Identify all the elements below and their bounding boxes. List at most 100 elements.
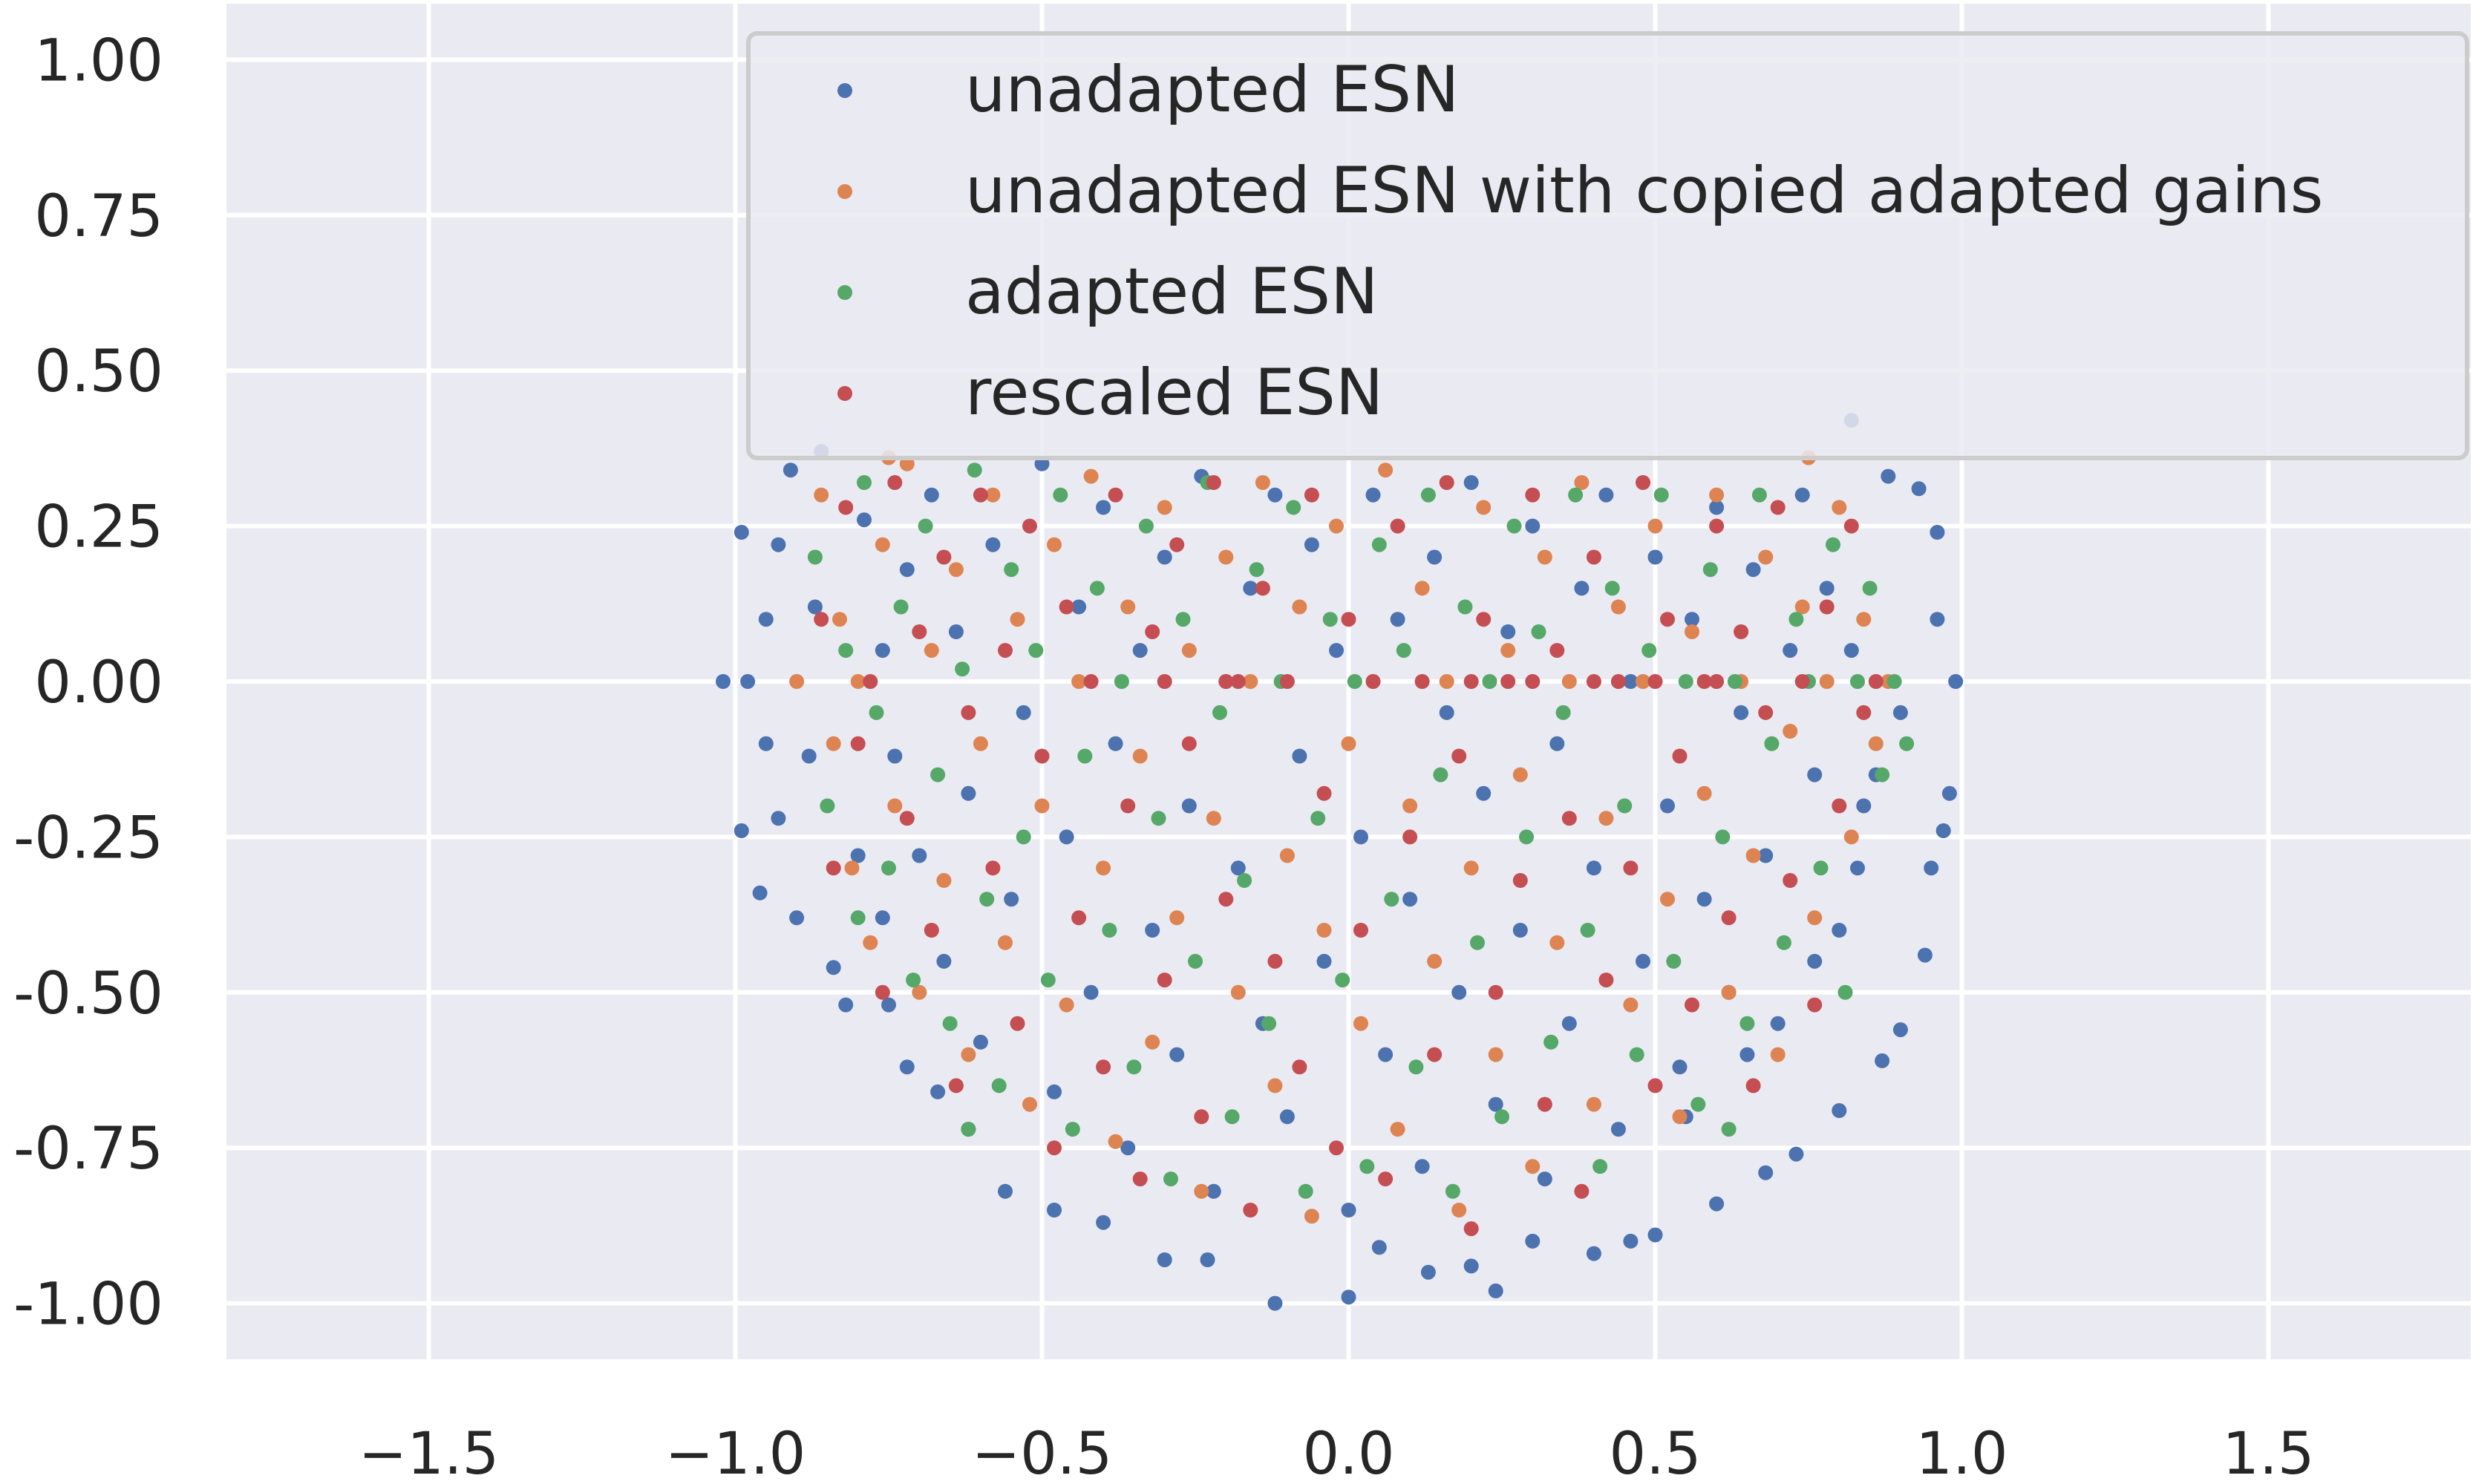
data-point	[1132, 1171, 1148, 1187]
data-point	[998, 643, 1013, 658]
data-point	[1832, 500, 1847, 515]
data-point	[1764, 736, 1780, 751]
data-point	[1463, 1258, 1479, 1274]
data-point	[1856, 612, 1872, 627]
data-point	[1341, 612, 1356, 627]
legend-label-adapted-esn: adapted ESN	[965, 255, 1378, 329]
data-point	[1709, 500, 1725, 515]
data-point	[740, 674, 756, 689]
data-point	[1396, 643, 1411, 658]
data-point	[1758, 705, 1774, 720]
data-point	[1132, 643, 1148, 658]
data-point	[1672, 748, 1688, 764]
data-point	[1647, 518, 1663, 534]
data-point	[1696, 892, 1712, 907]
data-point	[1617, 798, 1633, 814]
data-point	[1371, 1240, 1387, 1255]
data-point	[955, 661, 970, 677]
data-point	[826, 960, 841, 975]
data-point	[1188, 953, 1203, 969]
data-point	[1948, 674, 1964, 689]
data-point	[1525, 487, 1541, 503]
data-point	[1721, 910, 1737, 926]
data-point	[1647, 1078, 1663, 1094]
data-point	[1586, 1096, 1601, 1112]
data-point	[1378, 1171, 1394, 1187]
data-point	[1316, 923, 1332, 938]
data-point	[1224, 1109, 1240, 1125]
data-point	[875, 910, 890, 926]
data-point	[1549, 736, 1565, 751]
data-point	[1316, 785, 1332, 801]
data-point	[1169, 910, 1185, 926]
data-point	[1439, 475, 1454, 490]
data-point	[1108, 736, 1123, 751]
legend-marker-unadapted-esn-copied-gains	[837, 184, 852, 199]
data-point	[1623, 1233, 1639, 1249]
data-point	[1059, 829, 1074, 845]
legend-marker-rescaled-esn	[837, 386, 852, 401]
data-point	[1924, 860, 1939, 876]
data-point	[985, 537, 1001, 552]
data-point	[1169, 1047, 1185, 1062]
data-point	[1089, 581, 1105, 596]
data-point	[1267, 1078, 1283, 1094]
data-point	[1292, 599, 1307, 615]
data-point	[863, 935, 878, 950]
data-point	[887, 748, 903, 764]
data-point	[1059, 599, 1074, 615]
data-point	[1819, 581, 1835, 596]
data-point	[1206, 811, 1221, 826]
y-tick-label: 0.50	[34, 339, 163, 405]
data-point	[985, 487, 1001, 503]
data-point	[850, 848, 866, 863]
data-point	[1451, 984, 1467, 1000]
data-point	[1592, 1159, 1608, 1174]
data-point	[1794, 487, 1810, 503]
data-point	[1561, 1016, 1577, 1031]
data-point	[1414, 674, 1430, 689]
data-point	[1543, 1034, 1559, 1050]
data-points	[716, 413, 1964, 1311]
data-point	[1022, 518, 1037, 534]
data-point	[924, 487, 939, 503]
data-point	[1353, 829, 1368, 845]
data-point	[1028, 643, 1044, 658]
data-point	[1734, 624, 1749, 639]
data-point	[967, 462, 982, 478]
data-point	[1647, 549, 1663, 565]
data-point	[1832, 798, 1847, 814]
data-point	[1047, 1203, 1062, 1217]
data-point	[1660, 892, 1675, 907]
data-point	[1783, 643, 1798, 658]
data-point	[1727, 674, 1742, 689]
data-point	[1120, 599, 1136, 615]
data-point	[1420, 1264, 1436, 1280]
data-point	[1371, 537, 1387, 552]
data-point	[1549, 643, 1565, 658]
data-point	[850, 910, 866, 926]
data-point	[1807, 953, 1823, 969]
data-point	[1390, 1122, 1405, 1137]
data-point	[1145, 624, 1160, 639]
data-point	[1181, 798, 1197, 814]
data-point	[1653, 487, 1669, 503]
data-point	[1181, 736, 1197, 751]
data-point	[1892, 1022, 1908, 1038]
data-point	[936, 549, 952, 565]
data-point	[1439, 705, 1454, 720]
data-point	[1555, 705, 1571, 720]
data-point	[1709, 1196, 1725, 1212]
data-point	[1537, 1096, 1552, 1112]
data-point	[807, 599, 823, 615]
data-point	[1892, 705, 1908, 720]
data-point	[906, 973, 921, 988]
data-point	[1525, 1233, 1541, 1249]
data-point	[752, 885, 768, 900]
x-tick-labels: −1.5 −1.0 −0.5 0.0 0.5 1.0 1.5	[359, 1421, 2315, 1484]
data-point	[771, 811, 786, 826]
data-point	[1709, 518, 1725, 534]
data-point	[1022, 1096, 1037, 1112]
data-point	[1568, 487, 1584, 503]
data-point	[838, 500, 854, 515]
